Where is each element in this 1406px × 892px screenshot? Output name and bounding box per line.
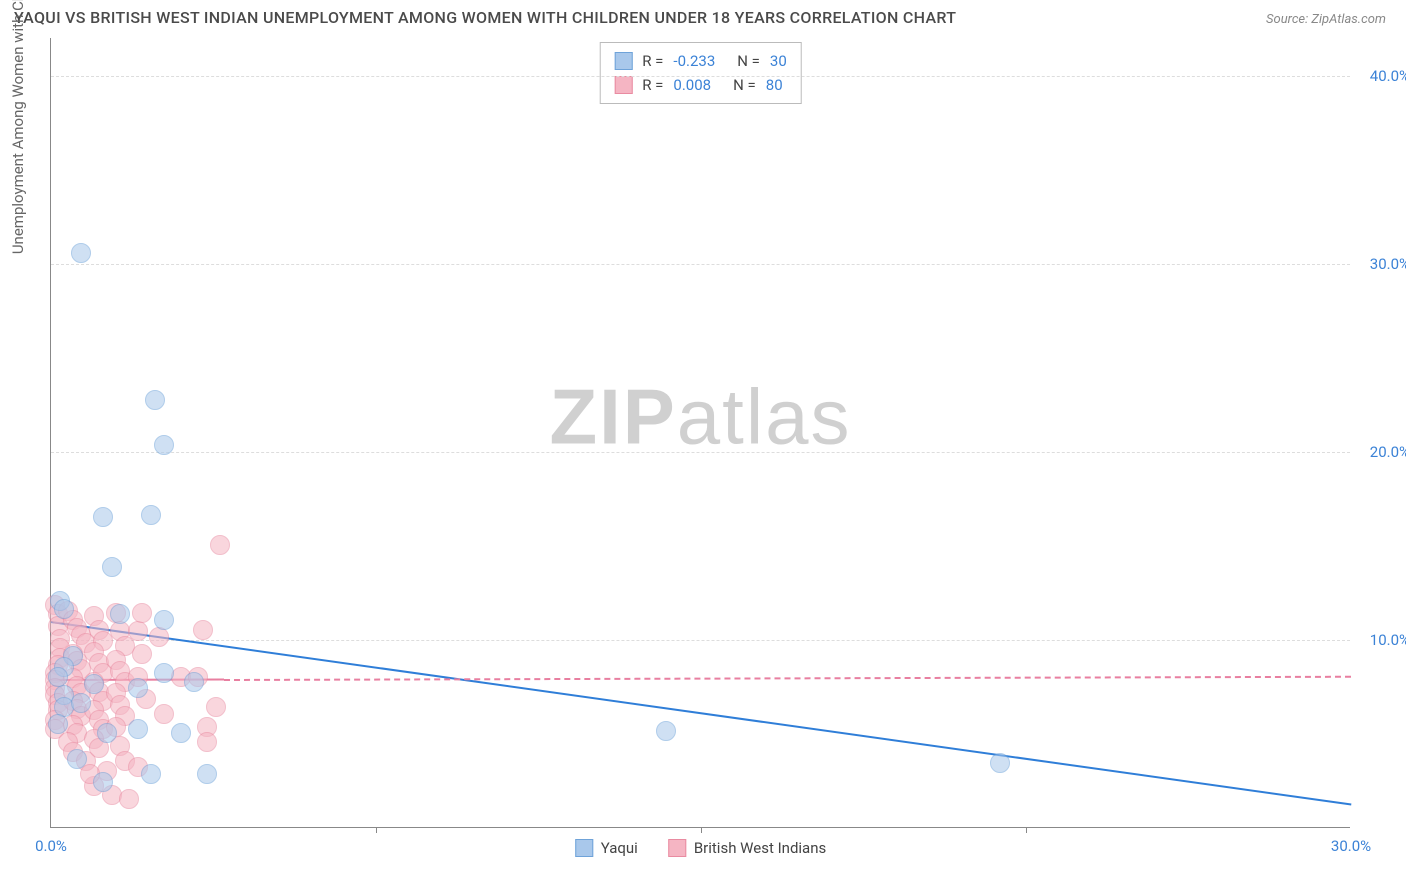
legend-swatch <box>614 52 632 70</box>
data-point <box>197 764 217 784</box>
y-axis-label: Unemployment Among Women with Children U… <box>9 0 27 254</box>
data-point <box>184 672 204 692</box>
data-point <box>141 764 161 784</box>
legend-row: R = -0.233 N = 30 <box>614 49 787 73</box>
chart-title: YAQUI VS BRITISH WEST INDIAN UNEMPLOYMEN… <box>14 8 956 27</box>
gridline <box>51 264 1350 265</box>
watermark-light: atlas <box>677 372 852 460</box>
data-point <box>197 732 217 752</box>
legend-label: Yaqui <box>601 839 638 857</box>
trend-line <box>51 621 1351 805</box>
data-point <box>149 627 169 647</box>
data-point <box>84 674 104 694</box>
legend-item: British West Indians <box>668 839 826 857</box>
y-tick-label: 10.0% <box>1370 631 1406 649</box>
watermark: ZIPatlas <box>549 371 851 462</box>
y-tick-label: 30.0% <box>1370 255 1406 273</box>
gridline <box>51 452 1350 453</box>
data-point <box>193 620 213 640</box>
data-point <box>210 535 230 555</box>
legend-swatch <box>668 839 686 857</box>
y-tick-label: 40.0% <box>1370 67 1406 85</box>
data-point <box>154 610 174 630</box>
data-point <box>110 604 130 624</box>
data-point <box>128 621 148 641</box>
data-point <box>132 644 152 664</box>
gridline <box>51 640 1350 641</box>
legend-n-value: 30 <box>770 49 787 73</box>
data-point <box>154 435 174 455</box>
data-point <box>67 749 87 769</box>
data-point <box>141 505 161 525</box>
data-point <box>48 667 68 687</box>
legend-swatch <box>614 76 632 94</box>
x-tick-mark <box>701 827 702 833</box>
data-point <box>71 693 91 713</box>
gridline <box>51 76 1350 77</box>
watermark-bold: ZIP <box>549 372 676 460</box>
data-point <box>990 753 1010 773</box>
x-tick-mark <box>1026 827 1027 833</box>
data-point <box>154 663 174 683</box>
data-point <box>154 704 174 724</box>
legend-swatch <box>575 839 593 857</box>
x-tick-label: 30.0% <box>1331 837 1371 855</box>
data-point <box>54 599 74 619</box>
x-tick-label: 0.0% <box>35 837 67 855</box>
data-point <box>48 714 68 734</box>
data-point <box>93 507 113 527</box>
data-point <box>71 243 91 263</box>
legend-label: British West Indians <box>694 839 826 857</box>
correlation-legend: R =-0.233N =30R =0.008N =80 <box>599 42 802 104</box>
data-point <box>102 557 122 577</box>
data-point <box>97 723 117 743</box>
y-tick-label: 20.0% <box>1370 443 1406 461</box>
legend-item: Yaqui <box>575 839 638 857</box>
data-point <box>145 390 165 410</box>
data-point <box>132 603 152 623</box>
data-point <box>171 723 191 743</box>
plot-area: ZIPatlas R =-0.233N =30R =0.008N =80 Yaq… <box>50 38 1350 828</box>
trend-line <box>224 676 1351 681</box>
data-point <box>119 789 139 809</box>
legend-r-value: -0.233 <box>673 49 715 73</box>
legend-r-label: R = <box>642 49 663 73</box>
source-attribution: Source: ZipAtlas.com <box>1266 12 1386 27</box>
series-legend: Yaqui British West Indians <box>575 839 827 857</box>
data-point <box>128 719 148 739</box>
legend-n-label: N = <box>737 49 760 73</box>
data-point <box>656 721 676 741</box>
data-point <box>128 678 148 698</box>
data-point <box>93 772 113 792</box>
data-point <box>206 697 226 717</box>
x-tick-mark <box>376 827 377 833</box>
